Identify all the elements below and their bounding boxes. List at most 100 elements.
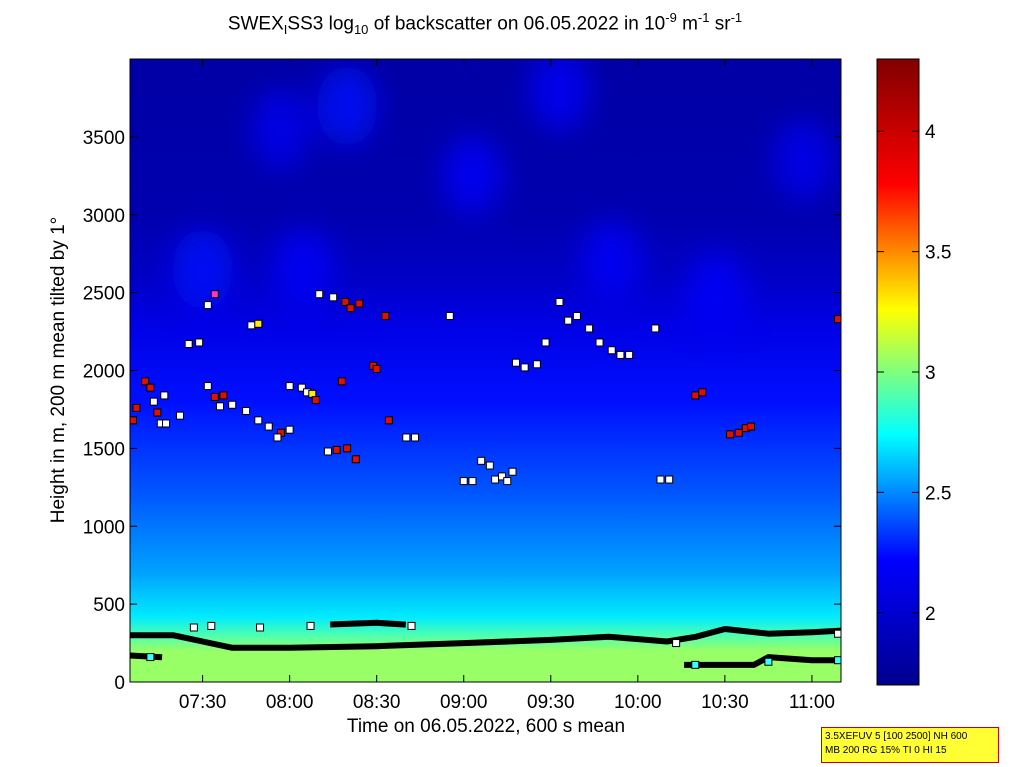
- marker-16: [219, 391, 228, 400]
- colorbar-tick-label-1: 2.5: [925, 483, 951, 504]
- marker-33: [329, 293, 338, 302]
- marker-5: [153, 408, 162, 417]
- marker-9: [175, 411, 184, 420]
- x-axis-ticks: 07:30 08:00 08:30 09:00 09:30 10:00 10:30 11:00: [179, 59, 835, 713]
- marker-25: [247, 321, 256, 330]
- marker-65: [595, 338, 604, 347]
- y-tick-label-0: 0: [114, 673, 125, 694]
- marker-61: [555, 297, 564, 306]
- marker-85: [691, 660, 700, 669]
- marker-53: [491, 475, 500, 484]
- cloud-patch-6: [273, 229, 334, 310]
- cloud-patch-0: [317, 65, 378, 146]
- marker-43: [372, 364, 381, 373]
- marker-87: [834, 656, 841, 665]
- marker-46: [402, 433, 411, 442]
- marker-50: [468, 477, 477, 486]
- marker-64: [585, 324, 594, 333]
- marker-82: [306, 621, 315, 630]
- x-tick-label-6: 10:30: [701, 692, 749, 713]
- marker-45: [384, 416, 393, 425]
- layer-line-3: [684, 654, 841, 668]
- marker-72: [691, 391, 700, 400]
- marker-24: [285, 425, 294, 434]
- y-tick-label-4: 2000: [83, 362, 125, 383]
- marker-55: [503, 477, 512, 486]
- cloud-patch-7: [686, 252, 747, 333]
- marker-4: [149, 397, 158, 406]
- x-tick-label-7: 11:00: [789, 692, 835, 713]
- marker-83: [407, 621, 416, 630]
- marker-86: [764, 657, 773, 666]
- marker-88: [834, 629, 841, 638]
- colorbar-tick-label-4: 4: [925, 122, 936, 143]
- marker-51: [477, 456, 486, 465]
- y-tick-label-6: 3000: [83, 206, 125, 227]
- marker-59: [532, 360, 541, 369]
- cloud-patches: [172, 59, 834, 333]
- processing-info-box: 3.5XEFUV 5 [100 2500] NH 600 MB 200 RG 1…: [821, 727, 999, 763]
- marker-63: [572, 311, 581, 320]
- marker-18: [228, 400, 237, 409]
- marker-19: [242, 406, 251, 415]
- marker-77: [746, 422, 755, 431]
- marker-28: [297, 383, 306, 392]
- marker-27: [285, 382, 294, 391]
- cloud-patch-3: [773, 120, 834, 201]
- marker-62: [564, 316, 573, 325]
- marker-47: [410, 433, 419, 442]
- marker-38: [323, 447, 332, 456]
- y-tick-label-2: 1000: [83, 517, 125, 538]
- colorbar-tick-label-3: 3.5: [925, 243, 951, 264]
- marker-32: [315, 290, 324, 299]
- marker-40: [343, 444, 352, 453]
- x-tick-label-4: 09:30: [527, 692, 575, 713]
- x-axis-label: Time on 06.05.2022, 600 s mean: [346, 716, 626, 737]
- x-tick-label-2: 08:30: [353, 692, 401, 713]
- marker-35: [346, 304, 355, 313]
- marker-80: [207, 621, 216, 630]
- colorbar: 2 2.5 3 3.5 4: [876, 58, 951, 686]
- marker-44: [381, 311, 390, 320]
- marker-74: [726, 430, 735, 439]
- marker-68: [625, 350, 634, 359]
- marker-10: [184, 340, 193, 349]
- marker-37: [337, 377, 346, 386]
- marker-81: [256, 623, 265, 632]
- marker-79: [189, 623, 198, 632]
- cloud-patch-2: [529, 59, 590, 131]
- marker-8: [160, 391, 169, 400]
- marker-48: [445, 311, 454, 320]
- marker-52: [485, 461, 494, 470]
- marker-78: [834, 315, 841, 324]
- marker-57: [511, 358, 520, 367]
- y-axis-label: Height in m, 200 m mean tilted by 1°: [48, 216, 69, 524]
- marker-2: [141, 377, 150, 386]
- marker-58: [520, 363, 529, 372]
- layer-line-2: [330, 619, 406, 628]
- marker-54: [498, 472, 507, 481]
- marker-34: [341, 297, 350, 306]
- marker-71: [665, 475, 674, 484]
- marker-1: [132, 403, 141, 412]
- cloud-patch-5: [581, 221, 642, 302]
- marker-36: [355, 299, 364, 308]
- layer-lines: [130, 619, 841, 668]
- cloud-patch-1: [250, 89, 311, 170]
- marker-56: [508, 467, 517, 476]
- info-line-2: MB 200 RG 15% TI 0 HI 15: [825, 745, 947, 756]
- marker-89: [672, 639, 681, 648]
- x-tick-label-5: 10:00: [614, 692, 662, 713]
- marker-15: [210, 392, 219, 401]
- markers: [130, 290, 841, 669]
- cloud-patch-4: [442, 135, 503, 216]
- marker-84: [146, 653, 155, 662]
- marker-20: [254, 416, 263, 425]
- y-tick-label-1: 500: [93, 595, 125, 616]
- marker-39: [332, 445, 341, 454]
- marker-73: [698, 388, 707, 397]
- colorbar-tick-label-0: 2: [925, 604, 936, 625]
- x-tick-label-0: 07:30: [179, 692, 227, 713]
- chart-title: SWEXISS3 log10 of backscatter on 06.05.2…: [227, 10, 743, 38]
